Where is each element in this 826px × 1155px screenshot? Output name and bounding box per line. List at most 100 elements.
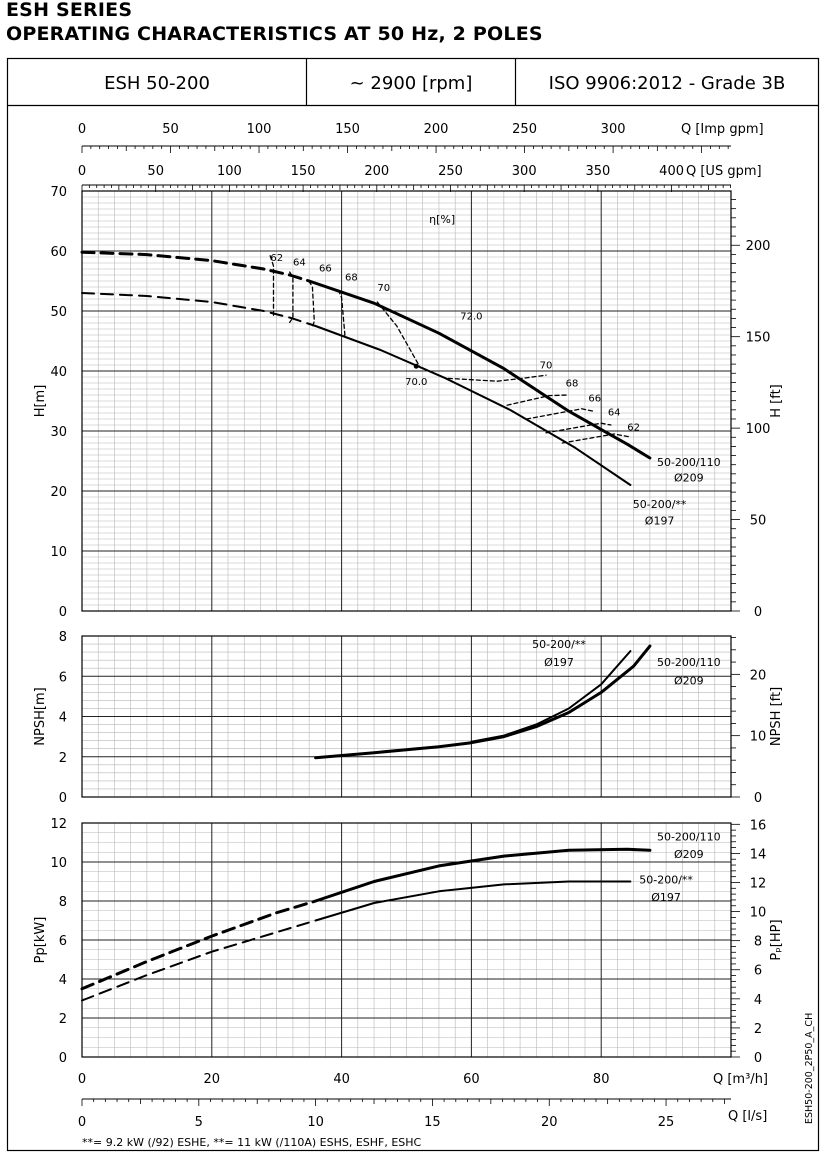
- curve-label: Ø209: [674, 471, 704, 484]
- us-gpm-axis-tick-label: 50: [147, 164, 164, 179]
- head-y2-tick-label: 150: [746, 331, 771, 346]
- efficiency-label: 72.0: [460, 311, 482, 322]
- drawing-code: ESH50-200_2P50_A_CH: [804, 1013, 815, 1124]
- head-y2-tick-label: 0: [754, 605, 762, 620]
- npsh-curve: [470, 650, 632, 743]
- power-curve: [314, 847, 652, 903]
- head-y-tick-label: 10: [50, 545, 67, 560]
- curve-label: 50-200/**: [639, 873, 693, 886]
- npsh-y-tick-label: 0: [59, 791, 67, 806]
- bep-marker: [413, 363, 419, 369]
- power-plot-border: [81, 822, 732, 1058]
- us-gpm-axis-tick-label: 300: [512, 164, 537, 179]
- npsh-y-tick-label: 4: [59, 711, 67, 726]
- efficiency-label: 70: [377, 283, 390, 294]
- q-m3h-unit-label: Q [m³/h]: [713, 1072, 768, 1087]
- npsh-y2-tick-label: 0: [754, 791, 762, 806]
- npsh-y-tick-label: 2: [59, 751, 67, 766]
- speed-label: ~ 2900 [rpm]: [350, 73, 473, 94]
- power-y-tick-label: 8: [59, 895, 67, 910]
- us-gpm-axis-tick-label: 150: [291, 164, 316, 179]
- curve-label: Ø197: [645, 515, 675, 528]
- power-curve: [314, 880, 632, 922]
- power-y-axis-label: Pp[kW]: [33, 917, 48, 964]
- power-y2-tick-label: 0: [754, 1051, 762, 1066]
- power-y-tick-label: 0: [59, 1051, 67, 1066]
- ls-unit-label: Q [l/s]: [728, 1109, 767, 1124]
- head-y-tick-label: 70: [50, 185, 67, 200]
- efficiency-label: 62: [270, 253, 283, 264]
- npsh-plot-border: [81, 635, 732, 798]
- power-y2-tick-label: 16: [750, 818, 767, 833]
- efficiency-iso-line: [376, 301, 421, 367]
- head-y2-tick-label: 200: [746, 239, 771, 254]
- efficiency-iso-line: [561, 433, 632, 444]
- npsh-panel: 0 2 4 6 8 0 10 20 NPSH[m] NPSH [ft] 50-200/** Ø197 5…: [33, 630, 784, 806]
- us-gpm-axis-tick-label: 350: [585, 164, 610, 179]
- power-y-tick-label: 2: [59, 1012, 67, 1027]
- efficiency-iso-line: [525, 408, 595, 420]
- efficiency-label: 64: [293, 257, 306, 268]
- power-y2-tick-label: 10: [750, 906, 767, 921]
- us-gpm-axis-tick-label: 100: [217, 164, 242, 179]
- curve-label: Ø209: [674, 848, 704, 861]
- efficiency-label: 62: [627, 422, 640, 433]
- us-gpm-axis-tick-label: 400: [659, 164, 684, 179]
- head-y-axis-label: H[m]: [33, 385, 48, 418]
- imp-gpm-axis-tick-label: 50: [162, 122, 179, 137]
- curve-label: 50-200/110: [657, 656, 721, 669]
- curve-label: 50-200/110: [657, 831, 721, 844]
- head-curve: [307, 279, 652, 460]
- q-m3h-tick-label: 60: [463, 1072, 480, 1087]
- series-title: ESH SERIES: [6, 0, 133, 21]
- npsh-curve: [314, 644, 652, 760]
- ls-tick-label: 15: [424, 1115, 441, 1130]
- imp-gpm-axis-unit-label: Q [Imp gpm]: [681, 122, 764, 137]
- efficiency-label: 68: [566, 379, 579, 390]
- us-gpm-axis-tick-label: 0: [78, 164, 86, 179]
- power-panel: 0 2 4 6 8 10 12 0 2 4 6 8 10 12 14 16 Pp[kW] Pₚ[HP] 50-200…: [33, 817, 784, 1066]
- head-y-tick-label: 50: [50, 305, 67, 320]
- imp-gpm-axis-tick-label: 0: [78, 122, 86, 137]
- efficiency-iso-line: [269, 255, 275, 317]
- model-label: ESH 50-200: [104, 73, 210, 94]
- efficiency-iso-line: [308, 280, 315, 328]
- power-y-tick-label: 12: [50, 817, 67, 832]
- head-y2-axis-label: H [ft]: [769, 384, 784, 418]
- imp-gpm-axis-tick-label: 300: [601, 122, 626, 137]
- standard-label: ISO 9906:2012 - Grade 3B: [549, 73, 786, 94]
- outer-frame: [6, 57, 820, 1152]
- efficiency-iso-line: [545, 422, 612, 434]
- efficiency-label: 70.0: [405, 377, 427, 388]
- imp-gpm-axis-tick-label: 250: [512, 122, 537, 137]
- us-gpm-axis-tick-label: 250: [438, 164, 463, 179]
- imp-gpm-axis-tick-label: 200: [424, 122, 449, 137]
- q-m3h-tick-label: 0: [78, 1072, 86, 1087]
- power-y2-tick-label: 12: [750, 876, 767, 891]
- head-y-tick-label: 30: [50, 425, 67, 440]
- curve-label: 50-200/**: [633, 498, 687, 511]
- ls-tick-label: 10: [307, 1115, 324, 1130]
- ls-tick-label: 5: [195, 1115, 203, 1130]
- power-y2-tick-label: 14: [750, 847, 767, 862]
- curve-label: Ø197: [651, 891, 681, 904]
- us-gpm-axis-tick-label: 200: [364, 164, 389, 179]
- head-y-tick-label: 20: [50, 485, 67, 500]
- q-m3h-tick-label: 20: [204, 1072, 221, 1087]
- npsh-y2-axis-label: NPSH [ft]: [769, 687, 784, 746]
- chart-subtitle: OPERATING CHARACTERISTICS AT 50 Hz, 2 PO…: [6, 23, 543, 45]
- head-y-tick-label: 60: [50, 245, 67, 260]
- power-y-tick-label: 10: [50, 856, 67, 871]
- head-y2-tick-label: 100: [746, 422, 771, 437]
- efficiency-label: 66: [319, 263, 332, 274]
- ls-tick-label: 20: [541, 1115, 558, 1130]
- head-panel: 0 10 20 30 40 50 60 70 0 50 100 150 200 H[m] H [ft] η[%…: [33, 185, 784, 620]
- curve-label: Ø197: [544, 656, 574, 669]
- efficiency-axis-label: η[%]: [429, 213, 455, 226]
- efficiency-label: 66: [588, 394, 601, 405]
- efficiency-iso-line: [506, 394, 570, 406]
- power-y2-tick-label: 2: [754, 1022, 762, 1037]
- head-curve-dashed: [80, 250, 311, 283]
- power-y2-tick-label: 4: [754, 993, 762, 1008]
